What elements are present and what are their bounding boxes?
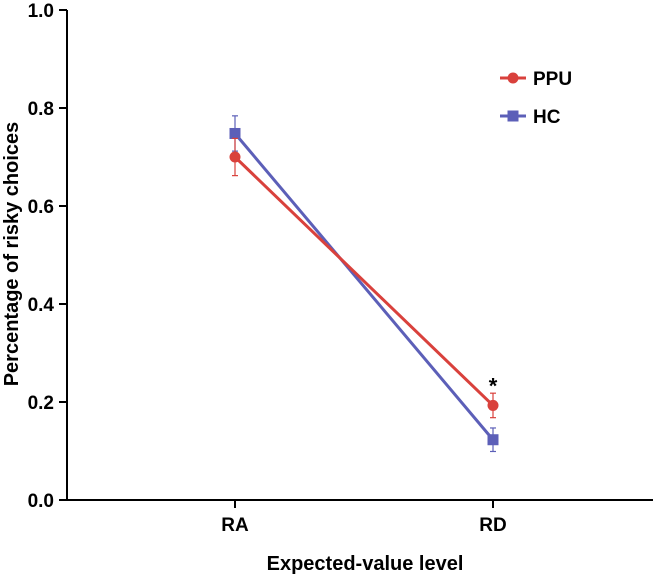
- legend-label: HC: [533, 107, 561, 128]
- axes: [66, 10, 653, 501]
- significance-marker: *: [489, 374, 498, 399]
- series-hc: [229, 115, 499, 453]
- data-point-hc: [229, 127, 241, 139]
- x-ticks: RA RD: [221, 500, 507, 536]
- series-line-hc: [233, 132, 495, 441]
- y-tick-label: 0.0: [28, 491, 54, 512]
- x-tick-label-ra: RA: [221, 515, 249, 536]
- legend: PPU HC: [500, 69, 572, 128]
- legend-marker: [507, 72, 519, 84]
- series-ppu: [229, 137, 499, 419]
- y-tick-label: 0.8: [28, 99, 54, 120]
- legend-item-ppu: PPU: [500, 69, 572, 90]
- data-point-ppu: [487, 399, 499, 411]
- legend-item-hc: HC: [500, 107, 561, 128]
- y-tick-label: 1.0: [28, 1, 54, 22]
- x-tick-label-rd: RD: [479, 515, 506, 536]
- y-tick-label: 0.4: [28, 295, 55, 316]
- data-point-hc: [487, 434, 499, 446]
- y-tick-label: 0.6: [28, 197, 54, 218]
- y-tick-label: 0.2: [28, 393, 54, 414]
- legend-label: PPU: [533, 69, 572, 90]
- y-ticks: 0.0 0.2 0.4 0.6 0.8 1.0: [28, 1, 67, 512]
- legend-marker: [507, 110, 519, 122]
- data-point-ppu: [229, 151, 241, 163]
- series-layer: [229, 115, 499, 453]
- y-axis-title: Percentage of risky choices: [1, 122, 23, 387]
- annotation-layer: *: [489, 374, 498, 399]
- x-axis-title: Expected-value level: [267, 553, 464, 575]
- series-line-ppu: [233, 155, 495, 407]
